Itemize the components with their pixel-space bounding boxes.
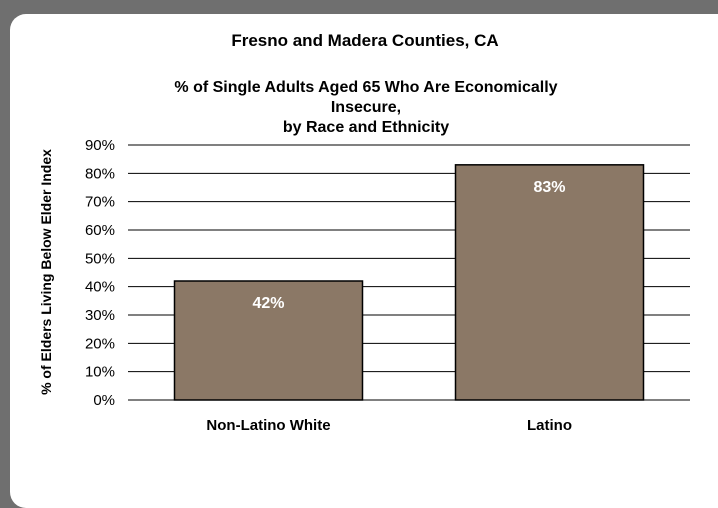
y-tick-label: 60% [85, 222, 115, 239]
data-labels: 42% 83% [252, 179, 565, 312]
data-label: 83% [533, 179, 565, 196]
y-tick-label: 0% [93, 392, 115, 409]
category-label: Latino [527, 417, 572, 434]
y-tick-label: 10% [85, 364, 115, 381]
chart-subtitle-line-1: % of Single Adults Aged 65 Who Are Econo… [174, 79, 557, 96]
y-tick-label: 40% [85, 279, 115, 296]
category-label: Non-Latino White [206, 417, 330, 434]
y-axis-label: % of Elders Living Below Elder Index [38, 149, 54, 395]
y-tick-labels: 0% 10% 20% 30% 40% 50% 60% 70% 80% 90% [85, 137, 115, 409]
y-tick-label: 20% [85, 335, 115, 352]
chart-subtitle-line-3: by Race and Ethnicity [283, 119, 449, 136]
y-tick-label: 30% [85, 307, 115, 324]
bar [454, 164, 645, 401]
bars [173, 164, 645, 401]
bar [173, 280, 364, 401]
data-label: 42% [252, 295, 284, 312]
y-tick-label: 80% [85, 165, 115, 182]
chart-subtitle-line-2: Insecure, [331, 99, 401, 116]
chart-title: Fresno and Madera Counties, CA [231, 31, 498, 50]
y-tick-label: 70% [85, 194, 115, 211]
y-tick-label: 50% [85, 250, 115, 267]
category-labels: Non-Latino White Latino [206, 417, 572, 434]
y-tick-label: 90% [85, 137, 115, 154]
